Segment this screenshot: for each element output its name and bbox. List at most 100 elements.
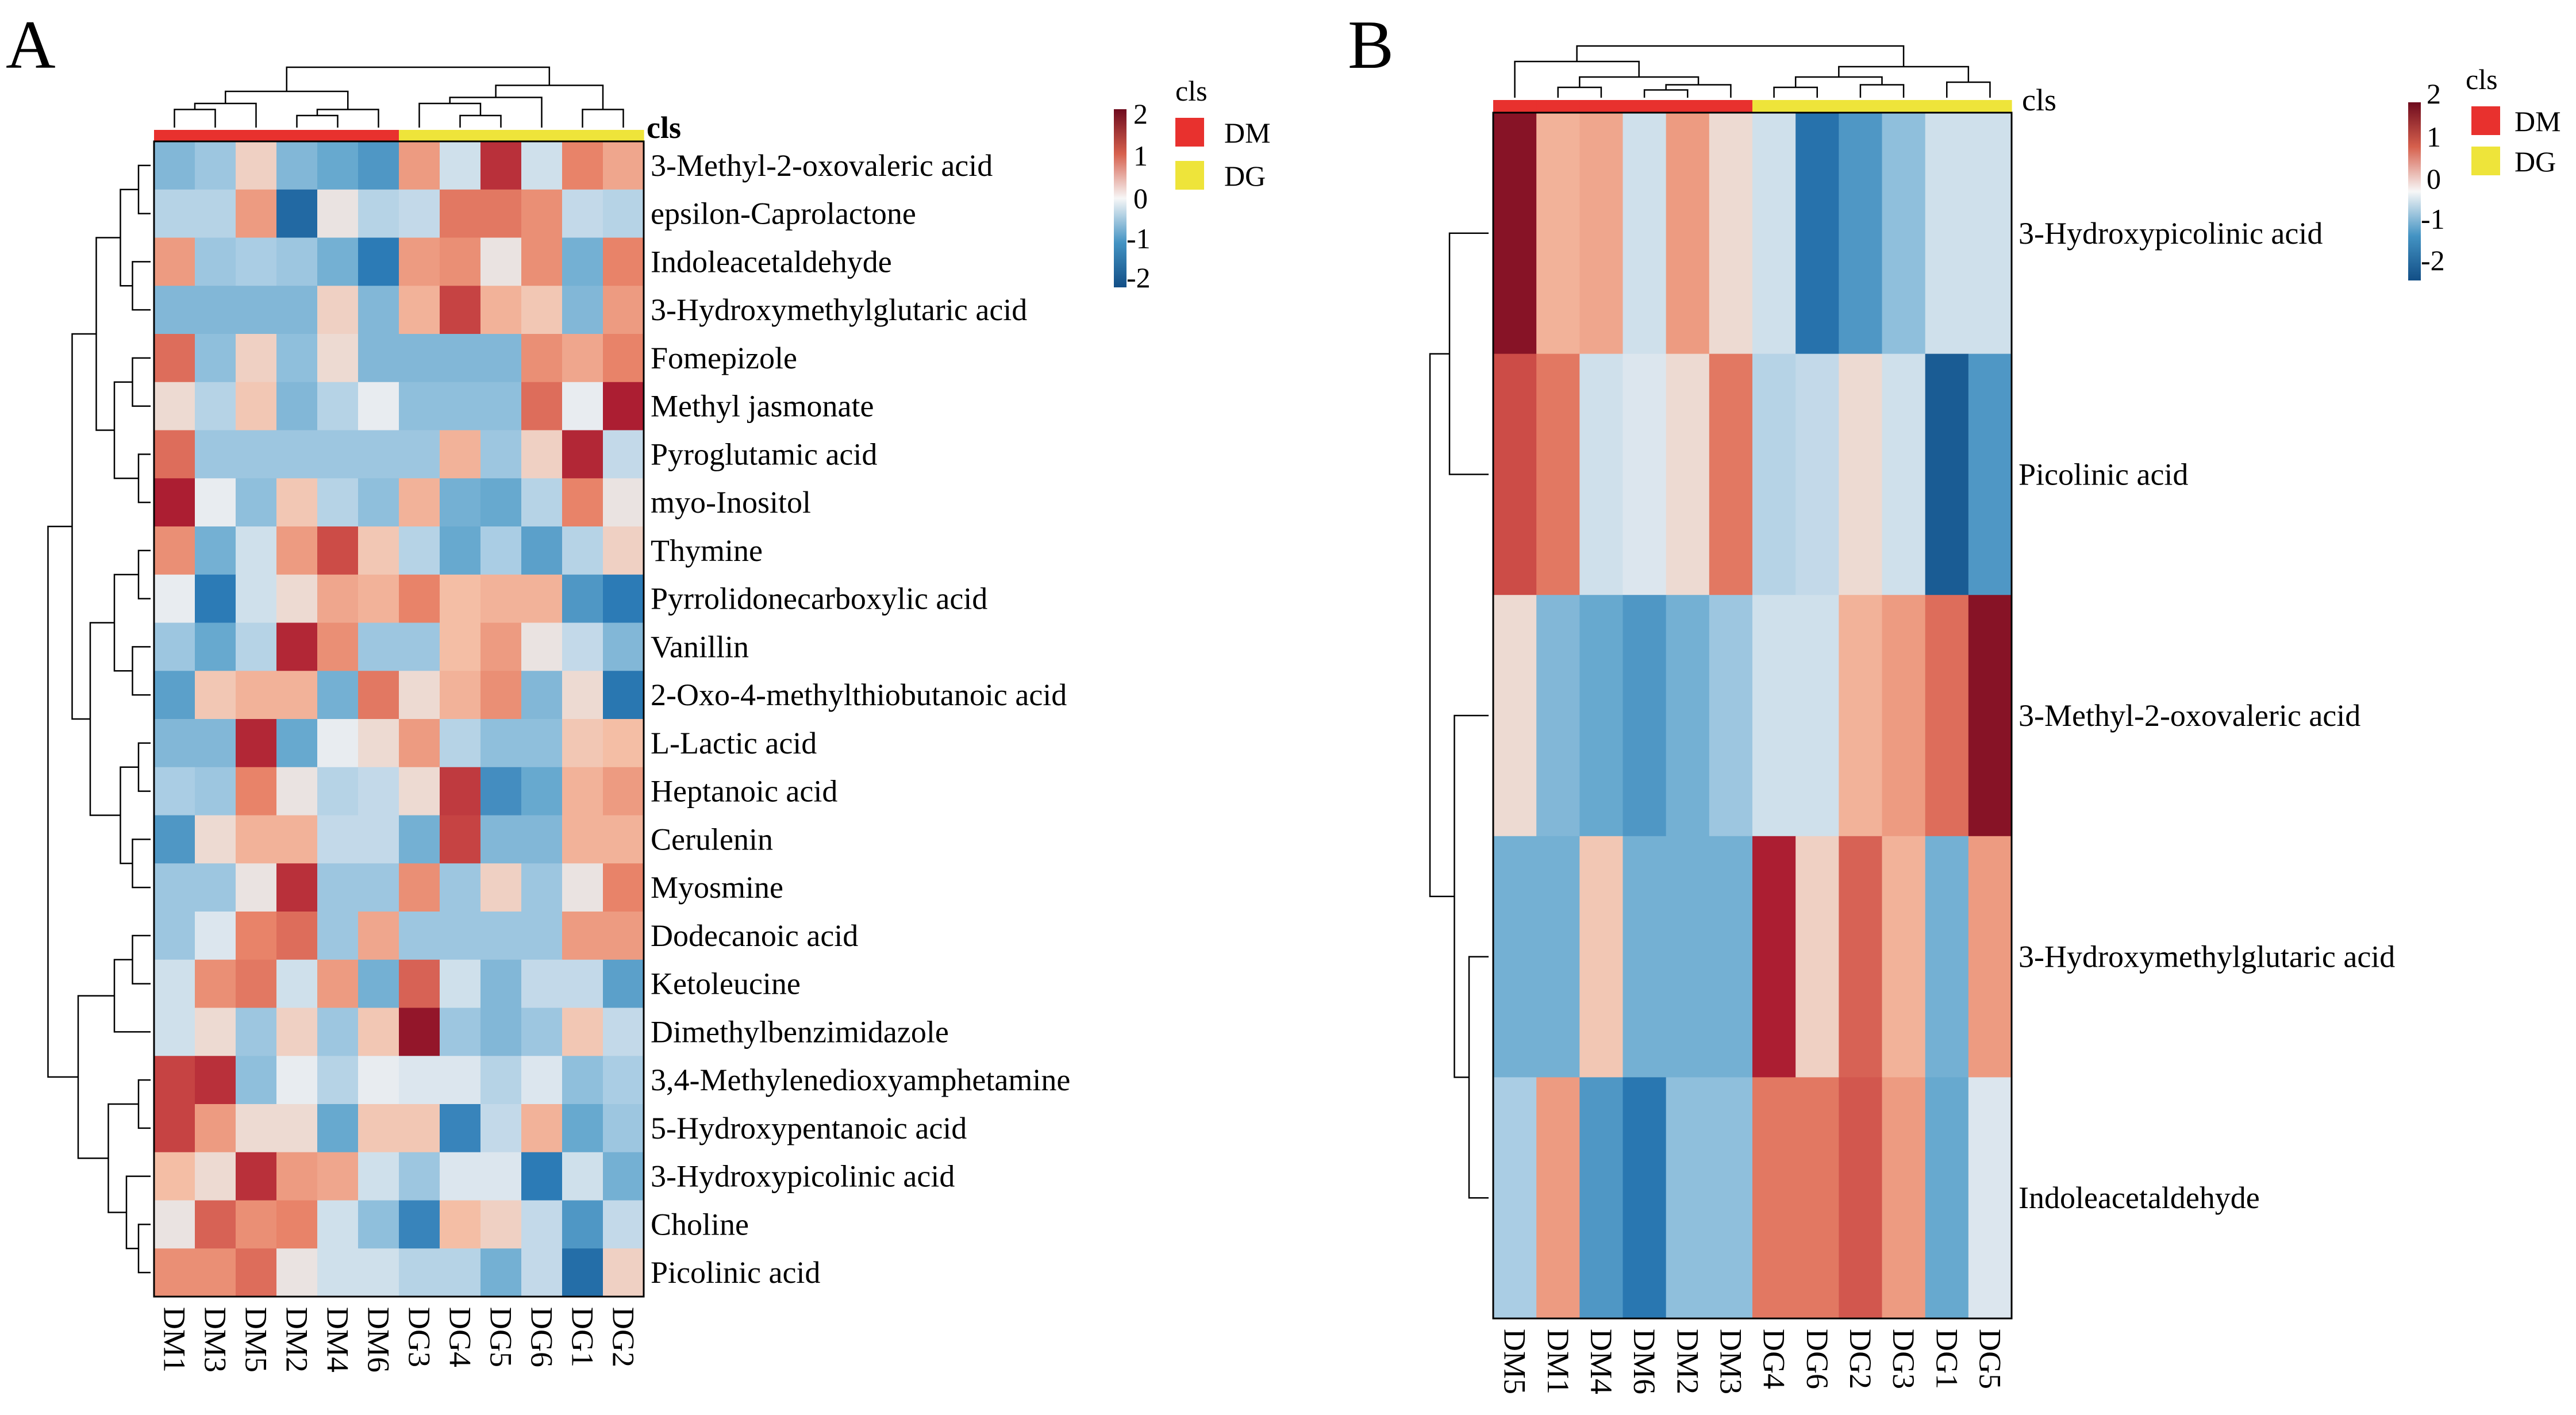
heatmap-cell — [1709, 595, 1753, 837]
heatmap-cell — [276, 334, 318, 383]
heatmap-cell — [1493, 113, 1537, 355]
heatmap-cell — [480, 959, 522, 1009]
heatmap-cell — [358, 671, 399, 720]
heatmap-cell — [317, 334, 359, 383]
heatmap-cell — [440, 1056, 481, 1105]
heatmap-cell — [562, 189, 603, 239]
heatmap-cell — [276, 430, 318, 479]
heatmap-cell — [236, 912, 277, 960]
heatmap-cell — [195, 1248, 236, 1297]
row-labels-b: 3-Hydroxypicolinic acid Picolinic acid 3-M… — [2018, 216, 2395, 1215]
heatmap-cell — [562, 286, 603, 334]
heatmap-cell — [236, 959, 277, 1009]
heatmap-cell — [1493, 1077, 1537, 1319]
heatmap-cell — [195, 1056, 236, 1105]
heatmap-cell — [399, 912, 440, 960]
heatmap-cell — [317, 912, 359, 960]
group-bar-cell — [1666, 100, 1710, 113]
heatmap-cell — [358, 767, 399, 816]
heatmap-cell — [440, 334, 481, 383]
heatmap-cell — [317, 141, 359, 190]
heatmap-cell — [1709, 113, 1753, 355]
heatmap-cell — [195, 526, 236, 575]
heatmap-cell — [195, 286, 236, 334]
heatmap-cell — [440, 141, 481, 190]
heatmap-cell — [1795, 1077, 1839, 1319]
heatmap-cell — [440, 526, 481, 575]
column-label: DG4 — [1757, 1329, 1791, 1389]
heatmap-cell — [521, 959, 563, 1009]
heatmap-cell — [562, 767, 603, 816]
group-bar-cell — [154, 130, 195, 141]
heatmap-cell — [440, 1200, 481, 1249]
color-scale-bar-a — [1114, 109, 1126, 287]
heatmap-cell — [195, 189, 236, 239]
dendrogram-branch — [174, 109, 216, 128]
annotation-title-b: cls — [2022, 83, 2056, 117]
group-bar-cell — [1795, 100, 1839, 113]
heatmap-cell — [562, 959, 603, 1009]
heatmap-cell — [276, 1200, 318, 1249]
group-bar-cell — [521, 130, 563, 141]
heatmap-cell — [399, 671, 440, 720]
heatmap-cell — [154, 334, 195, 383]
heatmap-cell — [317, 382, 359, 431]
heatmap-cell — [440, 1248, 481, 1297]
heatmap-cell — [521, 912, 563, 960]
heatmap-cell — [603, 1056, 644, 1105]
column-label: DM3 — [198, 1307, 233, 1372]
heatmap-cell — [154, 959, 195, 1009]
heatmap-cell — [480, 671, 522, 720]
row-label: 3-Hydroxypicolinic acid — [2018, 216, 2323, 251]
heatmap-frame-b — [1492, 111, 2013, 1320]
heatmap-cell — [1493, 595, 1537, 837]
dendrogram-branch — [120, 766, 139, 864]
heatmap-cell — [1882, 836, 1926, 1078]
heatmap-cell — [399, 478, 440, 527]
row-label: Dimethylbenzimidazole — [651, 1014, 949, 1049]
heatmap-cell — [1623, 353, 1667, 595]
heatmap-cell — [1709, 353, 1753, 595]
heatmap-cell — [358, 719, 399, 768]
heatmap-cell — [154, 189, 195, 239]
heatmap-cell — [521, 334, 563, 383]
heatmap-cell — [236, 815, 277, 864]
heatmap-cell — [236, 141, 277, 190]
heatmap-cell — [317, 863, 359, 912]
legend-swatch-dm — [2471, 106, 2500, 135]
heatmap-cell — [440, 1152, 481, 1201]
heatmap-cell — [154, 430, 195, 479]
dendrogram-branch — [1579, 76, 1700, 87]
heatmap-cell — [562, 334, 603, 383]
heatmap-cell — [154, 815, 195, 864]
heatmap-cell — [154, 1104, 195, 1153]
heatmap-cell — [276, 286, 318, 334]
scale-tick: 1 — [1133, 140, 1148, 172]
legend-label-dm: DM — [2515, 105, 2561, 137]
heatmap-cell — [1536, 113, 1580, 355]
heatmap-cell — [358, 237, 399, 286]
heatmap-cell — [399, 1104, 440, 1153]
heatmap-cell — [317, 1152, 359, 1201]
heatmap-cell — [1579, 1077, 1624, 1319]
heatmap-cell — [276, 574, 318, 624]
heatmap-cell — [562, 622, 603, 671]
heatmap-cell — [154, 1200, 195, 1249]
heatmap-panel-a: A cls 3-Methyl-2-oxovaleric acid epsilon-… — [6, 6, 1271, 1372]
heatmap-cell — [276, 1248, 318, 1297]
column-label: DG2 — [606, 1307, 641, 1367]
heatmap-cell — [562, 815, 603, 864]
scale-tick: 2 — [2427, 78, 2441, 110]
row-label: Fomepizole — [651, 341, 797, 375]
heatmap-cell — [399, 1248, 440, 1297]
dendrogram-branch — [137, 1079, 151, 1129]
heatmap-cell — [154, 1008, 195, 1056]
heatmap-cell — [317, 189, 359, 239]
heatmap-cell — [480, 815, 522, 864]
heatmap-cell — [1579, 595, 1624, 837]
heatmap-cell — [236, 1200, 277, 1249]
heatmap-cell — [1882, 1077, 1926, 1319]
heatmap-panel-b: B cls 3-Hydroxypicolinic acid Picolinic a… — [1348, 6, 2561, 1394]
dendrogram-branch — [107, 1103, 139, 1213]
heatmap-cell — [399, 334, 440, 383]
